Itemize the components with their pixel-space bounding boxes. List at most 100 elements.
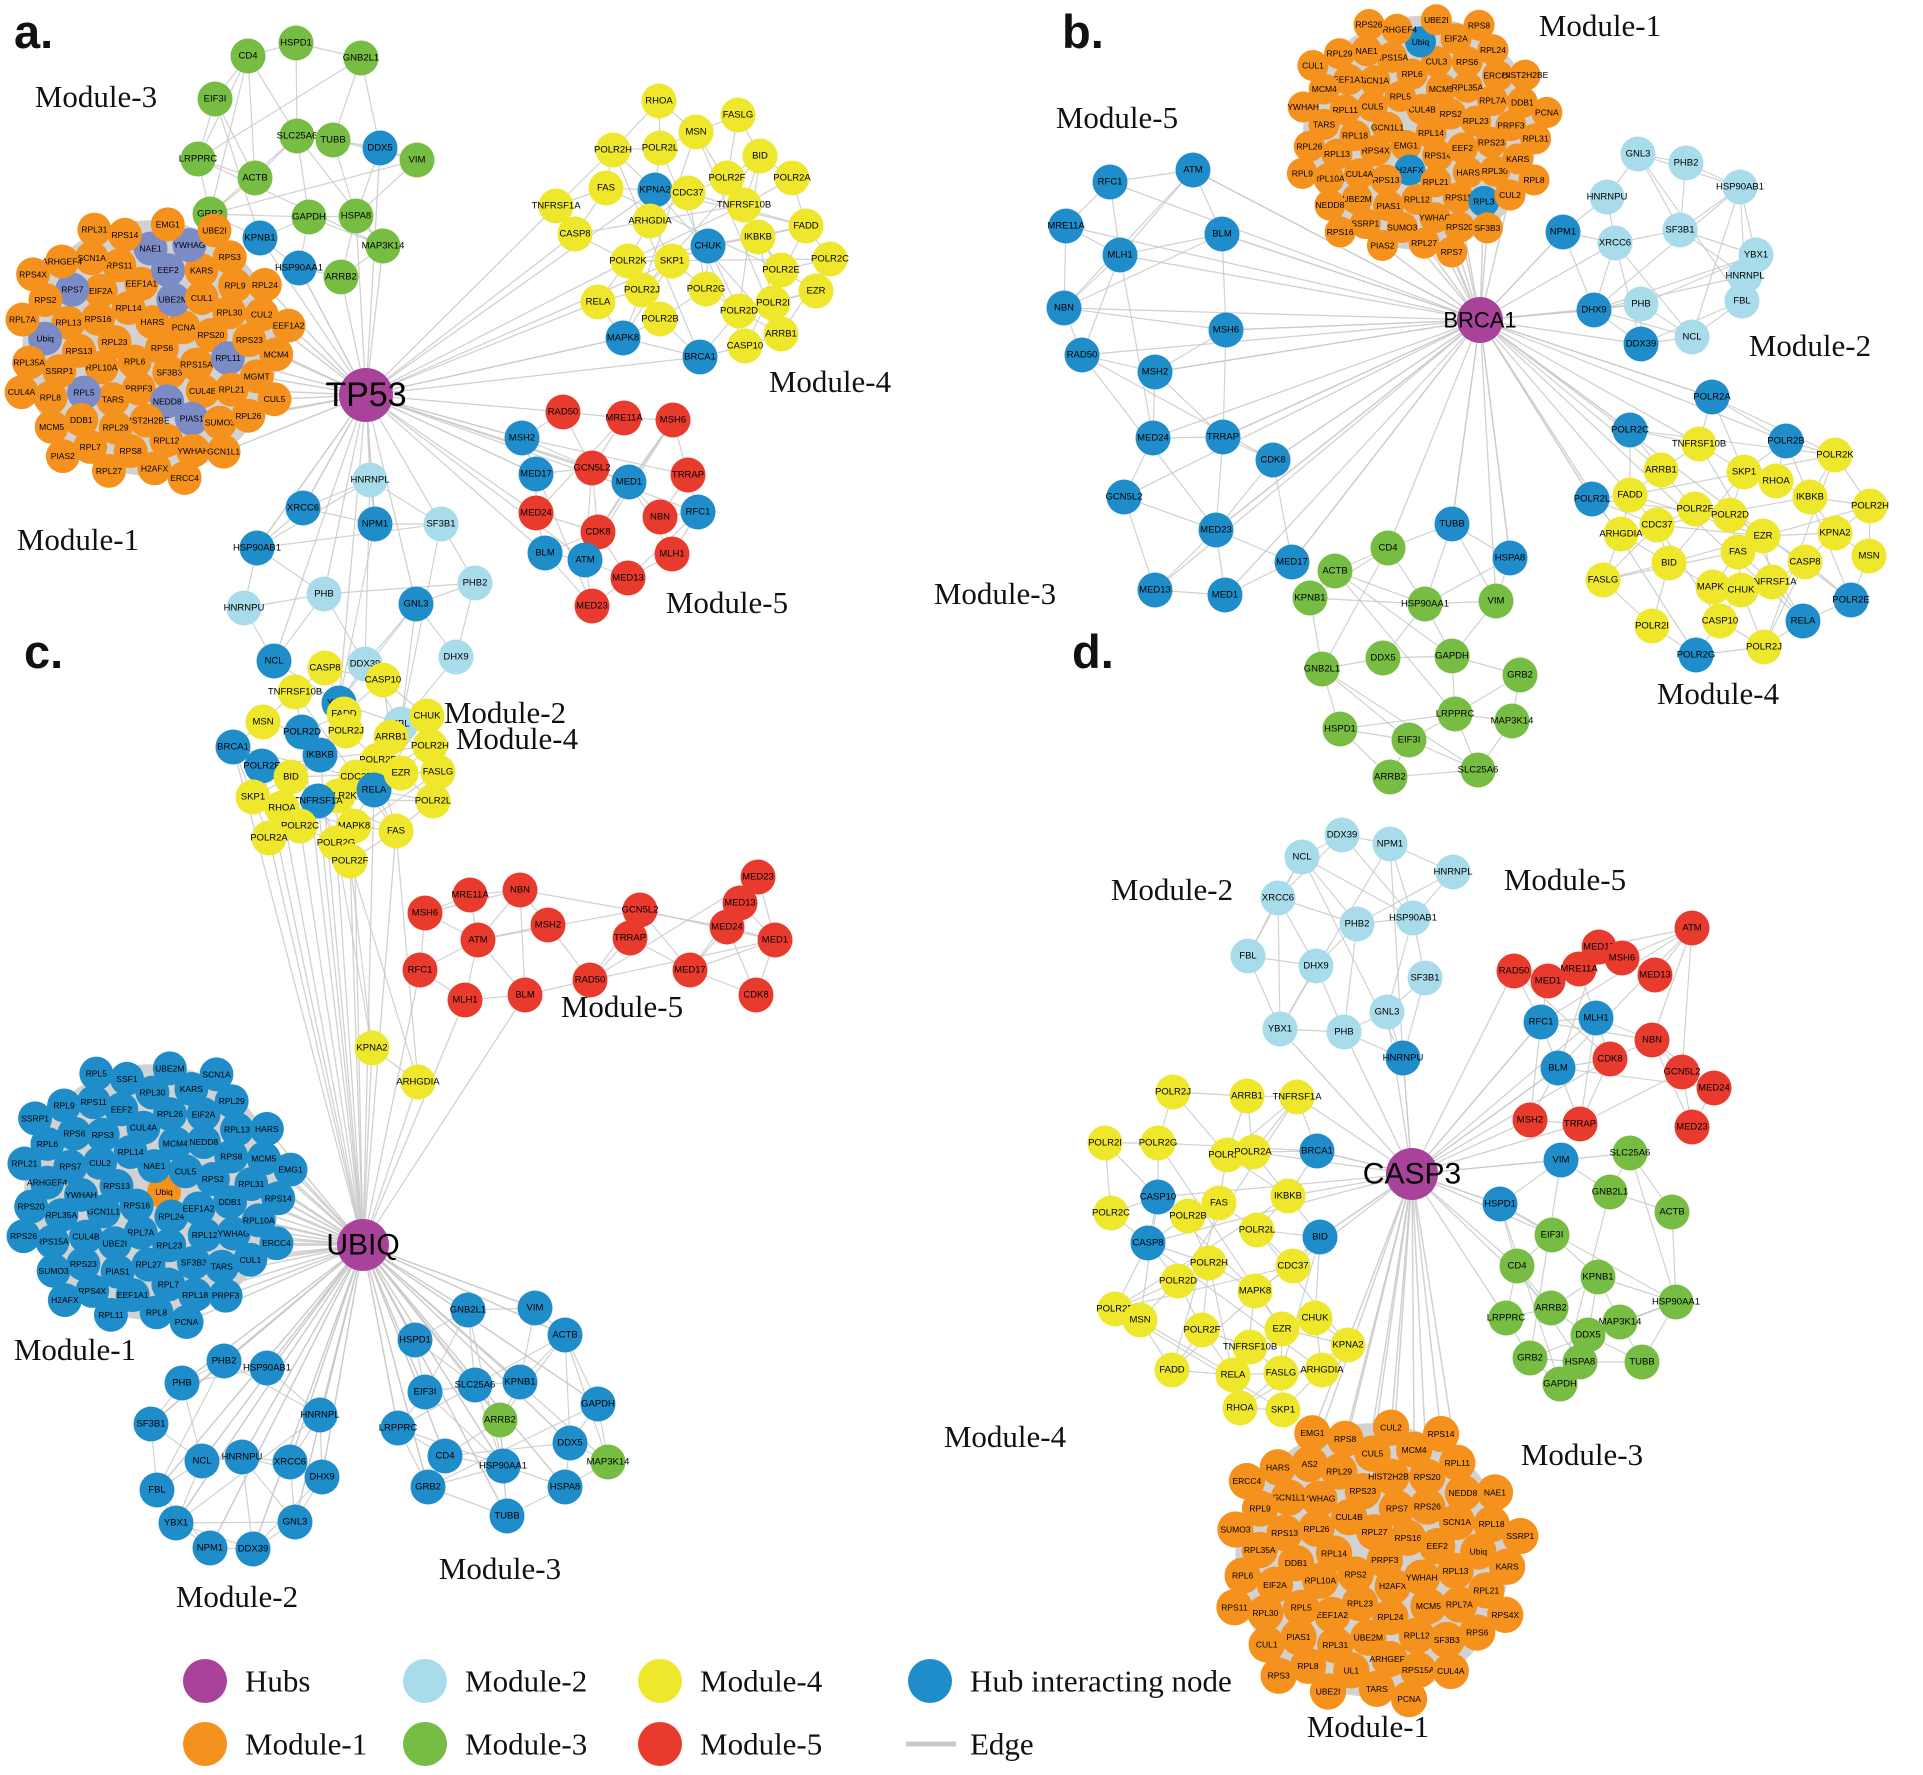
node-TNFRSF1A[interactable]: TNFRSF1A	[531, 188, 581, 224]
node-MCM5[interactable]: MCM5	[34, 409, 69, 444]
node-CASP10[interactable]: CASP10	[1702, 603, 1738, 639]
node-MSH6[interactable]: MSH6	[1208, 312, 1244, 348]
node-RPL30[interactable]: RPL30	[1479, 155, 1511, 187]
node-DHX9[interactable]: DHX9	[438, 639, 474, 675]
node-MAP3K14[interactable]: MAP3K14	[362, 228, 405, 264]
node-EEF2[interactable]: EEF2	[104, 1092, 139, 1127]
node-EIF2A[interactable]: EIF2A	[1440, 23, 1472, 55]
node-EZR[interactable]: EZR	[383, 755, 419, 791]
node-RPL10A[interactable]: RPL10A	[1313, 162, 1345, 194]
node-SCN1A[interactable]: SCN1A	[74, 241, 109, 276]
node-ARRB2[interactable]: ARRB2	[323, 259, 359, 295]
node-RPS3[interactable]: RPS3	[1260, 1657, 1297, 1694]
node-CD4[interactable]: CD4	[427, 1438, 463, 1474]
node-POLR2H[interactable]: POLR2H	[1851, 488, 1889, 524]
node-TNFRSF1A[interactable]: TNFRSF1A	[1272, 1079, 1322, 1115]
node-RPL26[interactable]: RPL26	[1298, 1510, 1335, 1547]
node-RPL9[interactable]: RPL9	[1241, 1490, 1279, 1527]
node-RPL18[interactable]: RPL18	[178, 1277, 213, 1312]
node-HSPD1[interactable]: HSPD1	[278, 25, 314, 61]
node-CD4[interactable]: CD4	[230, 38, 266, 74]
node-MAP3K14[interactable]: MAP3K14	[1491, 703, 1534, 739]
node-CD4[interactable]: CD4	[1370, 530, 1406, 566]
node-FBL[interactable]: FBL	[1230, 938, 1266, 974]
node-POLR2A[interactable]: POLR2A	[773, 160, 811, 196]
node-EIF3I[interactable]: EIF3I	[1391, 722, 1427, 758]
node-RPL8[interactable]: RPL8	[33, 380, 68, 415]
node-RPL35A[interactable]: RPL35A	[44, 1198, 79, 1233]
node-BRCA1[interactable]: BRCA1	[215, 729, 251, 765]
node-RPS15A[interactable]: RPS15A	[35, 1224, 70, 1259]
node-POLR2C[interactable]: POLR2C	[281, 808, 319, 844]
node-POLR2A[interactable]: POLR2A	[1234, 1134, 1272, 1170]
node-YWHAH[interactable]: YWHAH	[1287, 91, 1319, 123]
node-MLH1[interactable]: MLH1	[1578, 1000, 1614, 1036]
node-NPM1[interactable]: NPM1	[1372, 826, 1408, 862]
node-RPS26[interactable]: RPS26	[6, 1219, 41, 1254]
node-RPL18[interactable]: RPL18	[1473, 1506, 1510, 1543]
node-RPL12[interactable]: RPL12	[149, 423, 184, 458]
node-RPL24[interactable]: RPL24	[154, 1199, 189, 1234]
node-GCN5L2[interactable]: GCN5L2	[574, 450, 611, 486]
node-TNFRSF1A[interactable]: TNFRSF1A	[1747, 564, 1797, 600]
node-RPL31[interactable]: RPL31	[234, 1167, 269, 1201]
node-SCN1A[interactable]: SCN1A	[199, 1057, 234, 1092]
node-LRPPRC[interactable]: LRPPRC	[179, 141, 218, 177]
node-RPL6[interactable]: RPL6	[30, 1126, 65, 1161]
node-TNFRSF10B[interactable]: TNFRSF10B	[1672, 426, 1726, 462]
node-SSF1[interactable]: SSF1	[109, 1061, 144, 1096]
node-RPS20[interactable]: RPS20	[193, 318, 228, 352]
node-NPM1[interactable]: NPM1	[1545, 214, 1581, 250]
node-HARS[interactable]: HARS	[1259, 1449, 1297, 1486]
node-GAPDH[interactable]: GAPDH	[291, 199, 327, 235]
node-MED13[interactable]: MED13	[1637, 957, 1673, 993]
node-ARRB1[interactable]: ARRB1	[763, 316, 799, 352]
node-PIAS2[interactable]: PIAS2	[45, 439, 80, 474]
node-SF3B1[interactable]: SF3B1	[423, 506, 459, 542]
node-RPS16[interactable]: RPS16	[1389, 1519, 1427, 1556]
node-FAS[interactable]: FAS	[378, 813, 414, 849]
node-MCM4[interactable]: MCM4	[1308, 73, 1340, 105]
node-CASP8[interactable]: CASP8	[307, 650, 343, 686]
node-VIM[interactable]: VIM	[399, 142, 435, 178]
node-TUBB[interactable]: TUBB	[1624, 1344, 1660, 1380]
node-EIF2A[interactable]: EIF2A	[186, 1097, 221, 1132]
node-AS2[interactable]: AS2	[1291, 1445, 1328, 1483]
node-PHB2[interactable]: PHB2	[1668, 145, 1704, 181]
node-ATM[interactable]: ATM	[567, 542, 603, 578]
node-ARHGEF4[interactable]: ARHGEF4	[1377, 13, 1417, 45]
node-POLR2F[interactable]: POLR2F	[1677, 491, 1714, 527]
node-RPS7[interactable]: RPS7	[1378, 1490, 1416, 1527]
node-RPL11[interactable]: RPL11	[1439, 1444, 1476, 1481]
node-RPL8[interactable]: RPL8	[1518, 164, 1550, 196]
node-PHB2[interactable]: PHB2	[1339, 906, 1375, 942]
node-RPS26[interactable]: RPS26	[1353, 9, 1385, 41]
node-RPL23[interactable]: RPL23	[1460, 105, 1492, 137]
node-SKP1[interactable]: SKP1	[1726, 454, 1762, 490]
node-RELA[interactable]: RELA	[580, 284, 616, 320]
node-ERCC4[interactable]: ERCC4	[1482, 60, 1514, 92]
node-CUL2[interactable]: CUL2	[244, 297, 279, 332]
node-MCM5[interactable]: MCM5	[1425, 73, 1457, 105]
node-RPL9[interactable]: RPL9	[47, 1088, 82, 1123]
node-TARS[interactable]: TARS	[95, 382, 130, 417]
node-MSH6[interactable]: MSH6	[655, 402, 691, 438]
node-RPL11[interactable]: RPL11	[93, 1297, 128, 1332]
node-BID[interactable]: BID	[742, 138, 778, 174]
node-RPL27[interactable]: RPL27	[1408, 227, 1440, 259]
node-MED23[interactable]: MED23	[574, 588, 610, 624]
node-MAP3K14[interactable]: MAP3K14	[1599, 1304, 1642, 1340]
node-TNFRSF10B[interactable]: TNFRSF10B	[1223, 1329, 1277, 1365]
node-POLR2F[interactable]: POLR2F	[332, 843, 369, 879]
node-TUBB[interactable]: TUBB	[315, 122, 351, 158]
node-HSPD1[interactable]: HSPD1	[397, 1322, 433, 1358]
node-RPL5[interactable]: RPL5	[1283, 1589, 1320, 1626]
node-MED24[interactable]: MED24	[1696, 1070, 1732, 1106]
node-MAPK8[interactable]: MAPK8	[1695, 569, 1731, 605]
node-MED13[interactable]: MED13	[1137, 572, 1173, 608]
node-SLC25A6[interactable]: SLC25A6	[277, 118, 318, 154]
node-RPL29[interactable]: RPL29	[214, 1084, 249, 1119]
node-DHX9[interactable]: DHX9	[1576, 292, 1612, 328]
node-ARHGDIA[interactable]: ARHGDIA	[1300, 1352, 1344, 1388]
node-POLR2H[interactable]: POLR2H	[594, 132, 632, 168]
